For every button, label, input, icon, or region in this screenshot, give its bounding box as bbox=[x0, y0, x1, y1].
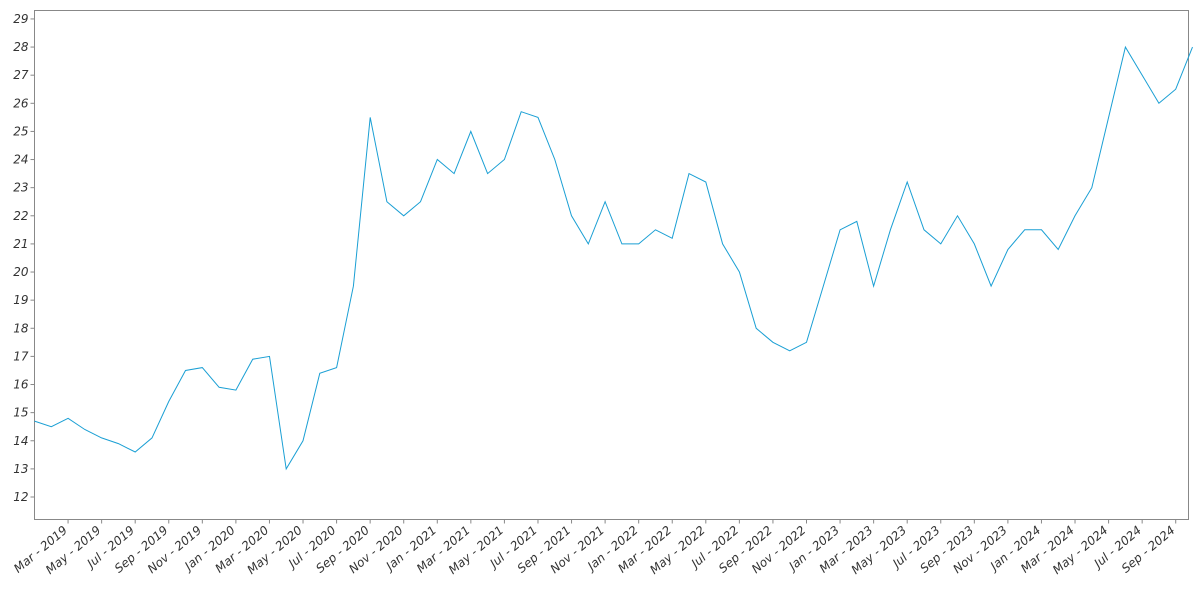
y-tick-label: 21 bbox=[13, 237, 28, 251]
y-tick-label: 19 bbox=[13, 293, 28, 307]
plot-frame bbox=[34, 10, 1189, 520]
y-tick-label: 23 bbox=[13, 181, 28, 195]
y-tick-label: 29 bbox=[13, 12, 28, 26]
y-tick-label: 22 bbox=[13, 209, 28, 223]
y-tick-label: 26 bbox=[13, 96, 29, 110]
y-tick-label: 24 bbox=[13, 153, 28, 167]
y-tick-label: 12 bbox=[13, 490, 28, 504]
y-tick-label: 15 bbox=[13, 406, 28, 420]
y-tick-label: 25 bbox=[13, 124, 28, 138]
y-tick-label: 13 bbox=[13, 462, 28, 476]
y-tick-label: 28 bbox=[13, 40, 29, 54]
y-tick-label: 17 bbox=[13, 349, 29, 363]
y-tick-label: 16 bbox=[13, 378, 29, 392]
y-tick-label: 14 bbox=[13, 434, 28, 448]
y-tick-label: 27 bbox=[13, 68, 29, 82]
line-series bbox=[34, 45, 1193, 471]
y-tick-label: 20 bbox=[13, 265, 29, 279]
y-tick-label: 18 bbox=[13, 321, 29, 335]
